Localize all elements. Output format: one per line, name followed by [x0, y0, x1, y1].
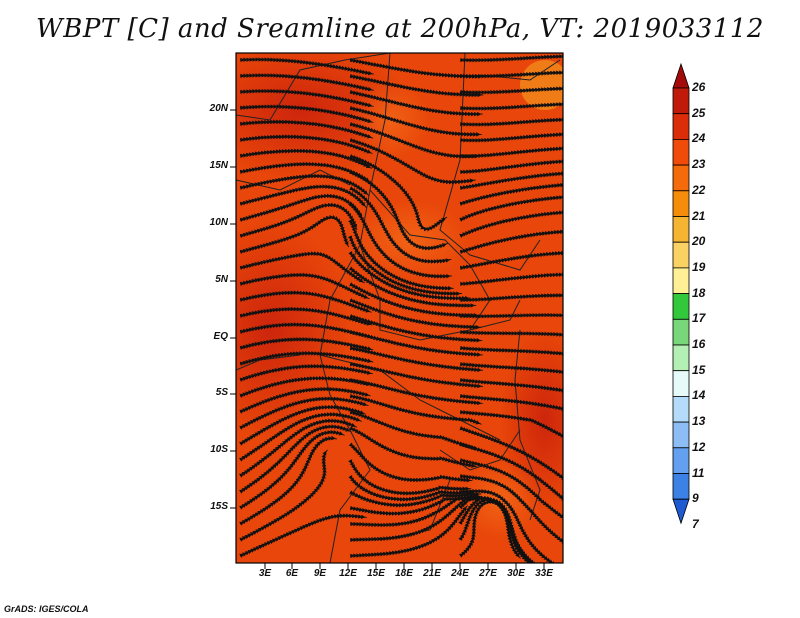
- wbpt-cool-region: [350, 80, 430, 160]
- streamline: [239, 272, 370, 300]
- grads-credit: GrADS: IGES/COLA: [4, 604, 89, 614]
- lon-tick-label: 24E: [451, 568, 469, 579]
- streamline: [459, 101, 563, 111]
- colorbar-label: 15: [692, 362, 706, 377]
- colorbar-swatch: [672, 138, 690, 166]
- lat-tick-label: 10S: [210, 444, 228, 455]
- lon-tick-label: 27E: [479, 568, 497, 579]
- lon-tick-label: 9E: [313, 568, 327, 579]
- colorbar-swatch: [672, 241, 690, 269]
- colorbar-swatch: [672, 421, 690, 449]
- colorbar-label: 19: [692, 259, 706, 274]
- lon-tick-label: 12E: [339, 568, 357, 579]
- streamline: [459, 145, 563, 159]
- colorbar-swatch: [672, 293, 690, 320]
- colorbar-label: 12: [692, 439, 706, 454]
- colorbar-label: 26: [692, 80, 706, 94]
- streamline: [459, 409, 563, 450]
- colorbar-swatch: [672, 395, 690, 423]
- streamline: [239, 351, 374, 367]
- lat-tick-label: 15S: [210, 501, 228, 512]
- lat-tick-label: 20N: [209, 103, 228, 114]
- lat-tick-label: 5N: [215, 274, 228, 285]
- streamline: [459, 361, 563, 379]
- streamline: [239, 214, 350, 255]
- colorbar-label: 20: [692, 234, 706, 249]
- streamline: [459, 69, 563, 79]
- colorbar-swatch: [672, 267, 690, 294]
- colorbar-max-triangle: [672, 62, 690, 89]
- lon-tick-label: 3E: [258, 568, 272, 579]
- colorbar-swatch: [672, 344, 690, 372]
- colorbar-swatch: [672, 318, 690, 346]
- colorbar-swatch: [672, 164, 690, 192]
- colorbar-label: 14: [692, 388, 706, 403]
- streamline: [459, 377, 563, 398]
- map-frame: [235, 52, 564, 564]
- colorbar: [672, 62, 690, 525]
- colorbar-label: 13: [692, 414, 706, 429]
- colorbar-swatch: [672, 370, 690, 397]
- streamline: [459, 329, 563, 340]
- streamline: [459, 345, 563, 359]
- axis-ticks: [230, 109, 545, 569]
- streamline: [459, 53, 563, 63]
- colorbar-min-triangle: [672, 498, 690, 525]
- colorbar-label: 7: [692, 516, 699, 531]
- streamline: [458, 499, 521, 559]
- streamlines: [239, 53, 563, 563]
- streamline: [459, 250, 563, 271]
- streamline: [459, 312, 563, 320]
- colorbar-label: 16: [692, 337, 706, 351]
- lon-tick-label: 33E: [535, 568, 553, 579]
- colorbar-swatch: [672, 216, 690, 243]
- streamline: [459, 209, 563, 238]
- streamline: [349, 505, 468, 559]
- streamline: [459, 393, 563, 417]
- chart-title: WBPT [C] and Sreamline at 200hPa, VT: 20…: [36, 14, 764, 44]
- lat-tick-label: 15N: [209, 160, 228, 171]
- lon-tick-label: 21E: [423, 568, 441, 579]
- colorbar-swatch: [672, 87, 690, 115]
- streamline: [459, 272, 563, 287]
- lat-tick-label: EQ: [213, 331, 228, 342]
- colorbar-swatch: [672, 190, 690, 217]
- colorbar-label: 18: [692, 285, 706, 300]
- colorbar-swatch: [672, 447, 690, 474]
- colorbar-label: 17: [692, 311, 706, 326]
- colorbar-label: 25: [692, 105, 706, 120]
- colorbar-label: 9: [692, 491, 699, 506]
- lon-tick-label: 15E: [367, 568, 385, 579]
- lat-tick-label: 5S: [215, 387, 228, 398]
- colorbar-label: 22: [692, 182, 706, 197]
- colorbar-label: 23: [692, 157, 706, 172]
- streamline: [239, 513, 367, 558]
- lat-tick-label: 10N: [209, 217, 228, 228]
- streamline: [459, 228, 563, 255]
- colorbar-swatch: [672, 473, 690, 500]
- colorbar-label: 21: [692, 208, 706, 223]
- streamline: [239, 337, 374, 351]
- lon-tick-label: 6E: [285, 568, 299, 579]
- streamline: [459, 85, 563, 95]
- streamline: [460, 293, 563, 303]
- colorbar-swatch: [672, 113, 690, 140]
- colorbar-label: 11: [692, 465, 705, 480]
- streamline: [239, 251, 365, 284]
- streamline: [459, 116, 563, 127]
- colorbar-label: 24: [692, 131, 706, 146]
- lon-tick-label: 30E: [507, 568, 525, 579]
- lon-tick-label: 18E: [395, 568, 413, 579]
- streamline: [459, 131, 563, 143]
- streamline: [239, 173, 370, 197]
- streamline: [239, 364, 373, 382]
